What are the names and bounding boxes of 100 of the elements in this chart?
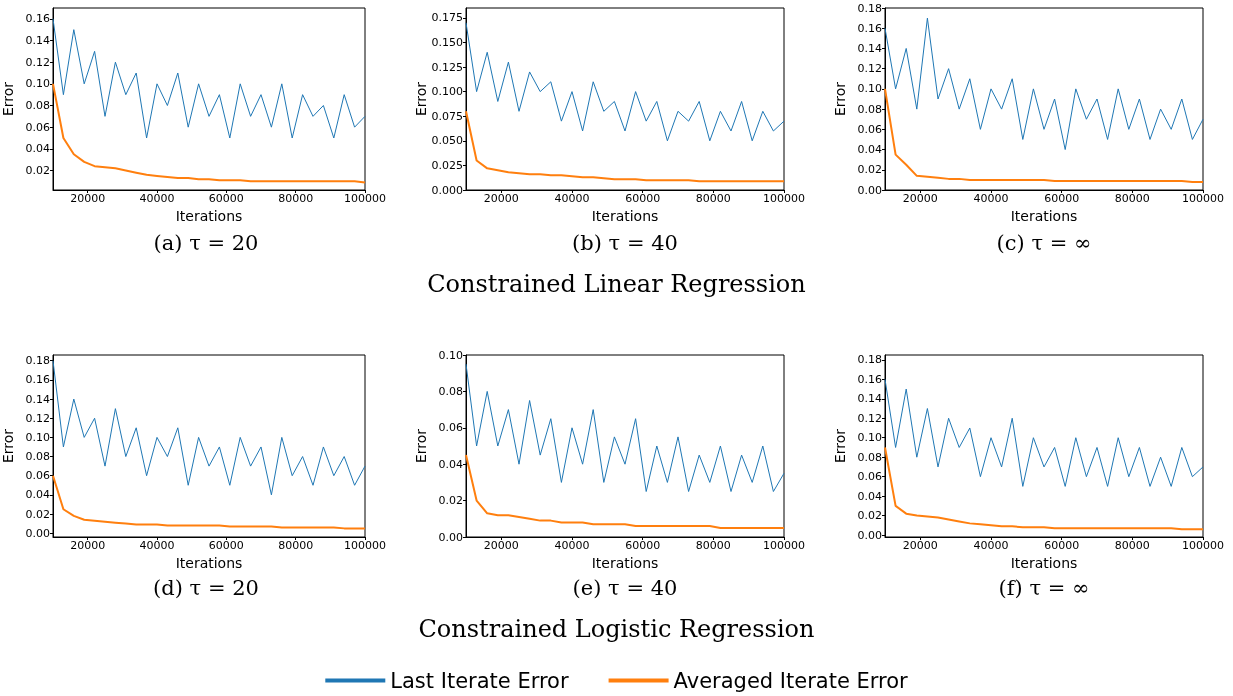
- y-tick-label: 0.08: [438, 384, 463, 398]
- y-tick-label: 0.14: [25, 34, 50, 47]
- text: (c) τ = ∞: [996, 230, 1092, 255]
- y-tick-label: 0.18: [857, 353, 882, 367]
- x-tick-label: 80000: [1114, 192, 1150, 205]
- line-series: [52, 82, 366, 184]
- x-tick-label: 60000: [208, 539, 244, 552]
- y-axis-title: Error: [832, 81, 848, 117]
- line-series: [52, 474, 366, 530]
- y-tick-label: 0.06: [25, 120, 50, 134]
- line-series: [884, 378, 1204, 487]
- x-tick-label: 80000: [278, 539, 314, 552]
- line-series: [52, 18, 366, 139]
- y-tick-label: 0.150: [431, 35, 463, 49]
- y-tick-label: 0.10: [857, 431, 882, 445]
- y-tick-label: 0.14: [857, 41, 882, 55]
- y-tick-label: 0.14: [25, 392, 50, 406]
- x-tick-label: 100000: [344, 192, 386, 205]
- y-tick-label: 0.08: [857, 450, 882, 464]
- y-tick-label: 0.10: [438, 348, 463, 362]
- y-tick-label: 0.175: [431, 11, 463, 25]
- legend-label: Averaged Iterate Error: [673, 668, 909, 693]
- x-axis-title: Iterations: [591, 207, 659, 224]
- text: (b) τ = 40: [572, 230, 678, 255]
- text: (e) τ = 40: [572, 575, 678, 600]
- x-tick-label: 80000: [1114, 539, 1150, 552]
- y-tick-label: 0.04: [438, 457, 463, 471]
- x-tick-label: 100000: [1182, 192, 1224, 205]
- y-tick-label: 0.12: [25, 55, 50, 69]
- y-tick-label: 0.075: [431, 109, 463, 123]
- y-tick-label: 0.02: [857, 163, 882, 177]
- x-axis-title: Iterations: [1010, 207, 1078, 224]
- y-tick-label: 0.00: [438, 530, 463, 544]
- text: (a) τ = 20: [153, 230, 259, 255]
- x-tick-label: 40000: [973, 539, 1009, 552]
- y-tick-label: 0.04: [857, 489, 882, 503]
- text: Constrained Linear Regression: [427, 270, 806, 298]
- y-tick-label: 0.100: [431, 85, 463, 99]
- y-tick-label: 0.08: [857, 102, 882, 116]
- x-axis-title: Iterations: [591, 554, 659, 571]
- y-tick-label: 0.06: [25, 469, 50, 483]
- text: (d) τ = 20: [153, 575, 259, 600]
- y-tick-label: 0.16: [25, 12, 50, 26]
- y-tick-label: 0.18: [25, 354, 50, 368]
- y-tick-label: 0.02: [25, 164, 50, 177]
- y-tick-label: 0.16: [857, 21, 882, 35]
- y-tick-label: 0.02: [25, 507, 50, 521]
- line-series: [884, 446, 1204, 531]
- x-tick-label: 40000: [554, 539, 590, 552]
- y-axis-title: Error: [412, 81, 429, 117]
- x-tick-label: 20000: [70, 192, 106, 205]
- line-series: [52, 360, 366, 496]
- text: Constrained Logistic Regression: [418, 615, 815, 643]
- y-tick-label: 0.06: [857, 122, 882, 136]
- y-tick-label: 0.18: [857, 1, 882, 15]
- x-tick-label: 60000: [625, 539, 661, 552]
- x-tick-label: 80000: [278, 192, 314, 205]
- y-tick-label: 0.02: [438, 494, 463, 508]
- text: (f) τ = ∞: [998, 575, 1090, 600]
- x-tick-label: 20000: [483, 192, 519, 205]
- x-tick-label: 60000: [208, 192, 244, 205]
- x-tick-label: 40000: [139, 192, 175, 205]
- y-tick-label: 0.10: [857, 82, 882, 96]
- y-tick-label: 0.08: [25, 450, 50, 464]
- y-tick-label: 0.08: [25, 99, 50, 112]
- x-axis-title: Iterations: [175, 554, 243, 571]
- x-axis-title: Iterations: [1010, 554, 1078, 571]
- y-tick-label: 0.00: [857, 528, 882, 542]
- line-series: [465, 454, 785, 529]
- x-tick-label: 20000: [902, 539, 938, 552]
- x-tick-label: 100000: [763, 192, 805, 205]
- x-tick-label: 20000: [70, 539, 106, 552]
- y-axis-title: Error: [0, 81, 16, 117]
- y-tick-label: 0.10: [25, 77, 50, 91]
- y-tick-label: 0.04: [25, 142, 50, 156]
- y-tick-label: 0.050: [431, 134, 463, 148]
- y-tick-label: 0.02: [857, 509, 882, 523]
- line-series: [465, 22, 785, 142]
- y-tick-label: 0.12: [857, 62, 882, 76]
- x-tick-label: 60000: [625, 192, 661, 205]
- x-tick-label: 80000: [695, 192, 731, 205]
- x-tick-label: 40000: [139, 539, 175, 552]
- x-tick-label: 100000: [763, 539, 805, 552]
- y-tick-label: 0.125: [431, 60, 463, 74]
- y-axis-title: Error: [832, 428, 848, 464]
- x-tick-label: 100000: [1182, 539, 1224, 552]
- x-tick-label: 20000: [902, 192, 938, 205]
- line-series: [465, 363, 785, 492]
- y-tick-label: 0.025: [431, 158, 463, 172]
- y-tick-label: 0.12: [25, 411, 50, 425]
- line-series: [884, 87, 1204, 183]
- y-tick-label: 0.14: [857, 392, 882, 406]
- y-tick-label: 0.12: [857, 411, 882, 425]
- line-series: [465, 110, 785, 183]
- y-tick-label: 0.06: [857, 470, 882, 484]
- y-tick-label: 0.06: [438, 421, 463, 435]
- y-tick-label: 0.04: [857, 143, 882, 157]
- y-axis-title: Error: [413, 428, 429, 464]
- y-tick-label: 0.10: [25, 430, 50, 444]
- y-tick-label: 0.000: [431, 183, 463, 197]
